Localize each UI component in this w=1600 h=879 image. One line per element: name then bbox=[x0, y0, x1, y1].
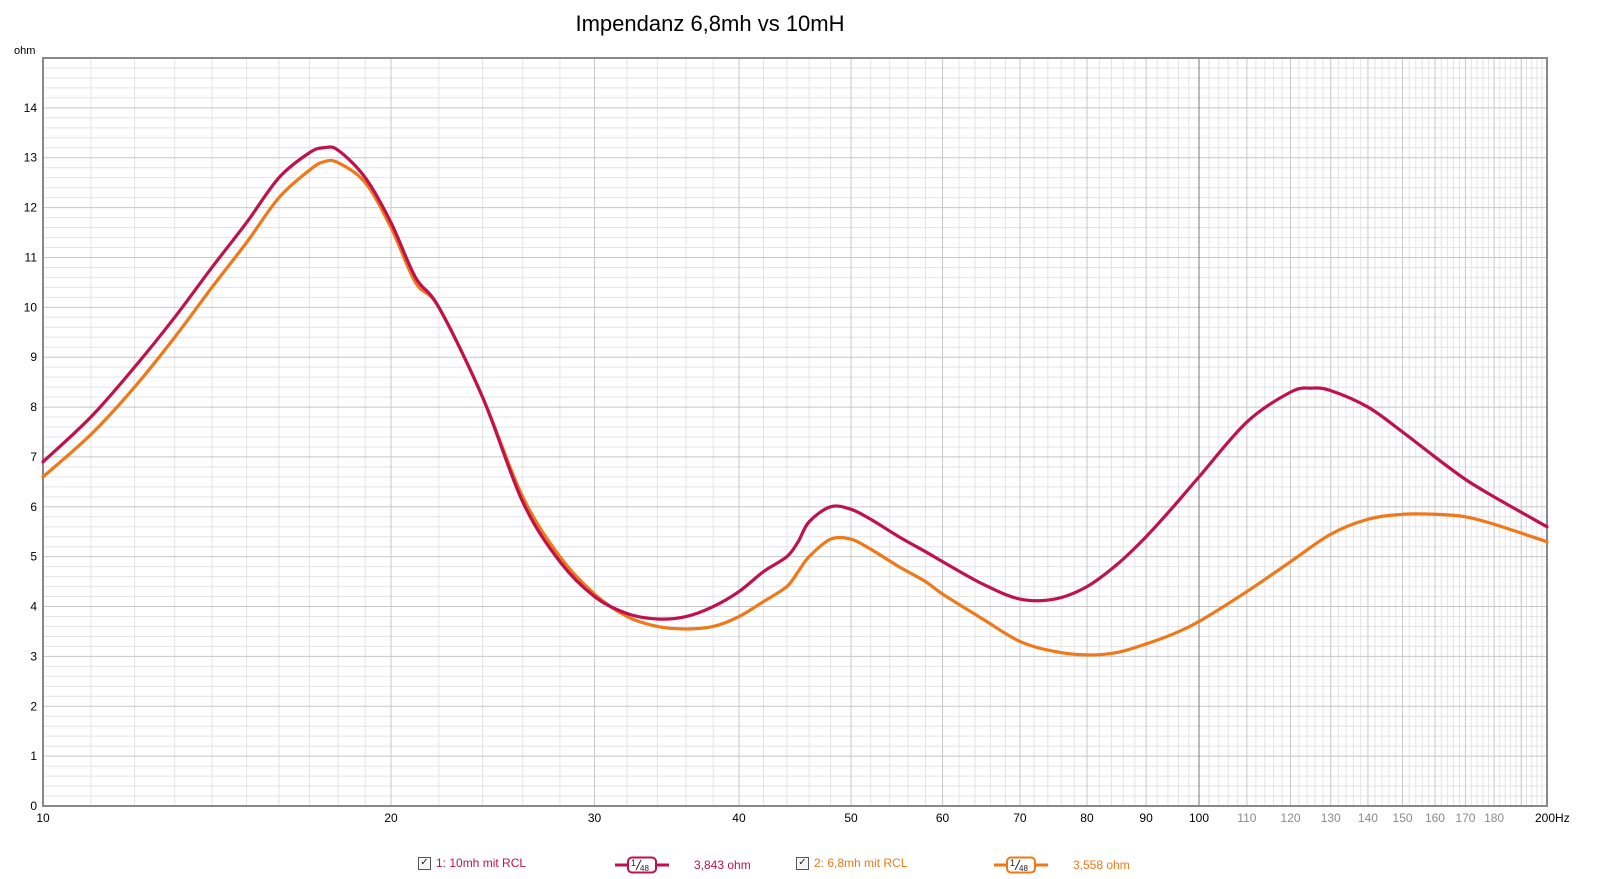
y-tick-label: 1 bbox=[30, 749, 37, 763]
x-tick-label: 150 bbox=[1393, 811, 1413, 825]
series-line-2 bbox=[41, 158, 1549, 657]
y-tick-label: 3 bbox=[30, 649, 37, 663]
x-tick-label: 20 bbox=[384, 811, 398, 825]
x-tick-label: 90 bbox=[1139, 811, 1153, 825]
legend-label-series-1: 1: 10mh mit RCL bbox=[436, 856, 527, 870]
x-tick-label: 170 bbox=[1455, 811, 1475, 825]
legend-label-series-2: 2: 6,8mh mit RCL bbox=[814, 856, 908, 870]
x-tick-label: 120 bbox=[1281, 811, 1301, 825]
y-tick-label: 8 bbox=[30, 400, 37, 414]
series-1-smoothing-den: 48 bbox=[640, 864, 649, 873]
x-tick-label: 80 bbox=[1080, 811, 1094, 825]
x-tick-label: 40 bbox=[732, 811, 746, 825]
y-tick-label: 13 bbox=[24, 151, 38, 165]
series-1-smoothing-num: 1 bbox=[631, 858, 636, 868]
x-tick-label: 180 bbox=[1484, 811, 1504, 825]
x-tick-label: 10 bbox=[36, 811, 50, 825]
series-2-checkbox[interactable]: ✓ bbox=[796, 856, 809, 870]
x-tick-label: 130 bbox=[1321, 811, 1341, 825]
series-1-checkbox[interactable]: ✓ bbox=[418, 856, 431, 870]
x-tick-label: 200Hz bbox=[1535, 811, 1570, 825]
grid-major-lines bbox=[42, 58, 1548, 807]
legend-item-series-1[interactable]: ✓ 1: 10mh mit RCL bbox=[418, 856, 526, 870]
x-tick-label: 160 bbox=[1425, 811, 1445, 825]
y-tick-label: 5 bbox=[30, 550, 37, 564]
series-line-1 bbox=[41, 145, 1549, 621]
legend: ✓ 1: 10mh mit RCL 1 48 3,843 ohm ✓ 2: 6,… bbox=[0, 856, 1600, 876]
x-tick-label: 70 bbox=[1013, 811, 1027, 825]
y-tick-label: 14 bbox=[24, 101, 38, 115]
y-tick-label: 12 bbox=[24, 201, 38, 215]
x-tick-label: 110 bbox=[1237, 811, 1256, 825]
series-1-smoothing-icon[interactable]: 1 48 bbox=[614, 856, 670, 874]
series-2-smoothing-num: 1 bbox=[1010, 858, 1015, 868]
grid-minor-lines bbox=[43, 58, 1547, 806]
y-tick-label: 7 bbox=[30, 450, 37, 464]
plot-frame bbox=[42, 57, 1548, 807]
chart-title: Impendanz 6,8mh vs 10mH bbox=[575, 11, 844, 36]
x-tick-label: 100 bbox=[1189, 811, 1209, 825]
legend-item-series-2[interactable]: ✓ 2: 6,8mh mit RCL bbox=[796, 856, 907, 870]
y-tick-label: 10 bbox=[24, 300, 38, 314]
y-tick-label: 6 bbox=[30, 500, 37, 514]
series-1-value: 3,843 ohm bbox=[694, 858, 751, 872]
y-tick-label: 9 bbox=[30, 350, 37, 364]
y-tick-label: 2 bbox=[30, 699, 37, 713]
x-tick-label: 30 bbox=[588, 811, 602, 825]
y-tick-label: 4 bbox=[30, 600, 37, 614]
y-tick-label: 0 bbox=[30, 799, 37, 813]
series-2-smoothing-den: 48 bbox=[1019, 864, 1028, 873]
series-2-smoothing-icon[interactable]: 1 48 bbox=[993, 856, 1049, 874]
x-tick-label: 50 bbox=[844, 811, 858, 825]
x-tick-label: 60 bbox=[936, 811, 950, 825]
x-tick-labels: 10 20 30 40 50 60 70 80 90 100 110 120 130 140 150 160 1… bbox=[36, 811, 1569, 825]
y-tick-label: 11 bbox=[25, 250, 38, 264]
series-layer bbox=[41, 145, 1549, 657]
x-tick-label: 140 bbox=[1358, 811, 1378, 825]
series-2-value: 3,558 ohm bbox=[1073, 858, 1130, 872]
y-axis-label: ohm bbox=[14, 45, 35, 57]
